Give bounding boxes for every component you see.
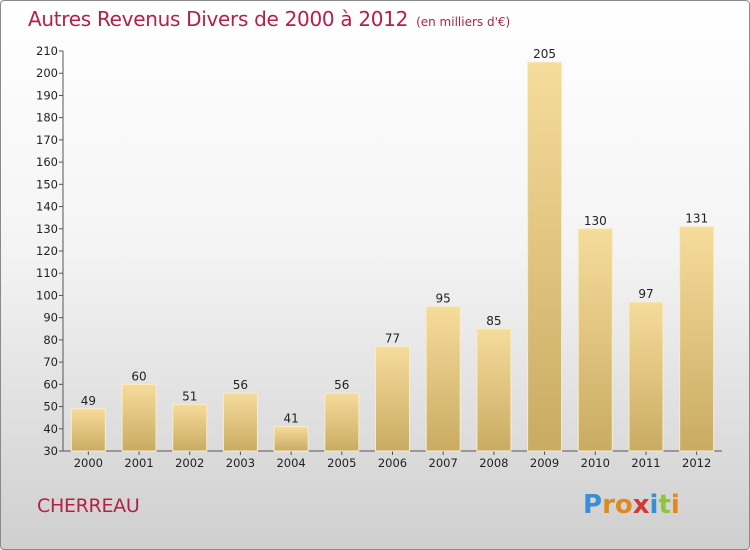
- value-label-2002: 51: [182, 389, 197, 403]
- x-tick-label-2006: 2006: [378, 456, 407, 470]
- bar-2006: [375, 346, 410, 452]
- value-label-2008: 85: [486, 314, 501, 328]
- logo-letter: i: [670, 490, 680, 520]
- value-label-2004: 41: [283, 412, 298, 426]
- bar-2010: [577, 228, 613, 452]
- logo-letter: o: [614, 490, 633, 520]
- y-tick-label: 200: [36, 66, 58, 80]
- commune-name: CHERREAU: [37, 495, 140, 517]
- value-label-2005: 56: [334, 378, 349, 392]
- logo-letter: r: [602, 490, 615, 520]
- x-tick-label-2003: 2003: [226, 456, 255, 470]
- value-label-2009: 205: [533, 47, 556, 61]
- bar-2001: [121, 383, 157, 452]
- y-tick-label: 120: [36, 244, 58, 258]
- logo-letter: i: [649, 490, 659, 520]
- x-tick-label-2011: 2011: [631, 456, 660, 470]
- bar-2003: [222, 392, 258, 452]
- value-label-2011: 97: [638, 287, 653, 301]
- y-tick-label: 190: [36, 88, 58, 102]
- y-tick-label: 80: [43, 333, 58, 347]
- y-tick-label: 180: [36, 111, 58, 125]
- bar-2011: [628, 301, 664, 452]
- logo-letter: P: [583, 490, 603, 520]
- y-tick-label: 40: [43, 422, 58, 436]
- bar-2002: [172, 403, 208, 452]
- value-label-2012: 131: [685, 212, 708, 226]
- y-tick-label: 60: [43, 377, 58, 391]
- x-tick-label-2000: 2000: [74, 456, 103, 470]
- chart-title-row: Autres Revenus Divers de 2000 à 2012 (en …: [28, 7, 510, 31]
- bar-2000: [70, 408, 106, 452]
- logo-letter: t: [658, 490, 671, 520]
- y-tick-label: 130: [36, 222, 58, 236]
- y-tick-label: 90: [43, 311, 58, 325]
- value-label-2003: 56: [233, 378, 248, 392]
- x-tick-label-2005: 2005: [327, 456, 356, 470]
- x-tick-label-2012: 2012: [682, 456, 711, 470]
- bar-2007: [425, 306, 461, 452]
- y-tick-label: 160: [36, 155, 58, 169]
- y-tick-label: 210: [36, 44, 58, 58]
- chart-bars: [70, 61, 715, 452]
- logo-letter: x: [632, 490, 650, 520]
- y-tick-label: 70: [43, 355, 58, 369]
- bar-2012: [679, 226, 715, 452]
- value-label-2010: 130: [584, 214, 607, 228]
- x-tick-label-2004: 2004: [276, 456, 305, 470]
- x-tick-label-2002: 2002: [175, 456, 204, 470]
- y-tick-label: 140: [36, 200, 58, 214]
- x-tick-label-2008: 2008: [479, 456, 508, 470]
- y-tick-label: 30: [43, 444, 58, 458]
- x-tick-label-2007: 2007: [429, 456, 458, 470]
- y-tick-label: 100: [36, 288, 58, 302]
- value-label-2007: 95: [436, 292, 451, 306]
- y-tick-label: 170: [36, 133, 58, 147]
- value-label-2000: 49: [81, 394, 96, 408]
- bar-2009: [527, 61, 563, 452]
- proxiti-logo: Proxiti: [583, 490, 680, 520]
- bar-2004: [273, 426, 309, 452]
- chart-title: Autres Revenus Divers de 2000 à 2012: [28, 7, 409, 31]
- y-tick-label: 50: [43, 400, 58, 414]
- x-tick-label-2001: 2001: [124, 456, 153, 470]
- chart-axes: 30 40 50 60 70 80 90 100 110 120 130 140 150 160 170 18…: [36, 44, 722, 470]
- bar-2008: [476, 328, 512, 452]
- y-tick-label: 150: [36, 177, 58, 191]
- x-tick-label-2010: 2010: [581, 456, 610, 470]
- value-label-2006: 77: [385, 332, 400, 346]
- chart-labels: 49 60 51 56 41 56 77 95 85 205 130 97 131: [81, 47, 708, 425]
- y-tick-label: 110: [36, 266, 58, 280]
- chart-subtitle: (en milliers d'€): [416, 15, 511, 29]
- bar-2005: [324, 392, 360, 452]
- x-tick-label-2009: 2009: [530, 456, 559, 470]
- value-label-2001: 60: [131, 369, 146, 383]
